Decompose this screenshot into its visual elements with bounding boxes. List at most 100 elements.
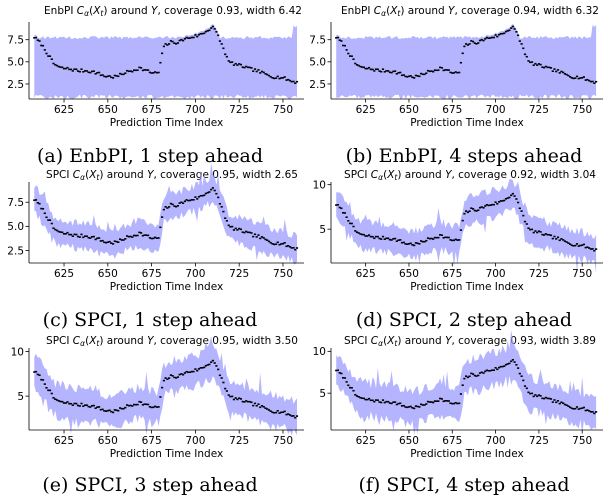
y-point	[281, 242, 285, 245]
y-point	[250, 232, 253, 234]
y-point	[110, 242, 113, 244]
y-point	[508, 196, 511, 199]
y-point	[446, 236, 449, 239]
y-point	[115, 75, 118, 77]
y-point	[71, 70, 74, 72]
y-point	[253, 68, 257, 70]
y-point	[197, 368, 200, 370]
y-point	[376, 235, 379, 238]
y-point	[175, 43, 178, 45]
y-point	[388, 71, 391, 74]
y-point	[99, 240, 102, 242]
y-points-a	[33, 25, 299, 84]
y-point	[288, 246, 292, 248]
y-point	[593, 82, 596, 84]
y-point	[117, 409, 120, 412]
y-point	[178, 39, 181, 42]
y-point	[499, 365, 502, 368]
y-point	[357, 64, 360, 67]
y-point	[556, 69, 560, 71]
y-point	[41, 379, 45, 381]
x-tick-label: 700	[486, 104, 506, 116]
y-point	[157, 406, 160, 408]
y-point	[267, 409, 271, 411]
y-point	[525, 387, 528, 390]
y-point	[478, 372, 482, 374]
y-point	[395, 240, 398, 242]
y-point	[586, 246, 589, 248]
y-point	[82, 71, 85, 73]
y-point	[89, 237, 92, 239]
y-point	[148, 237, 151, 239]
y-point	[155, 237, 158, 239]
y-point	[257, 69, 260, 71]
y-point	[482, 207, 485, 209]
y-point	[515, 31, 518, 33]
y-point	[551, 237, 554, 240]
y-point	[103, 241, 106, 244]
y-point	[264, 238, 267, 241]
y-point	[129, 404, 132, 407]
y-point	[276, 241, 279, 244]
y-point	[154, 236, 157, 239]
y-point	[364, 398, 367, 401]
y-point	[335, 369, 338, 372]
y-point	[259, 406, 262, 409]
y-point	[162, 208, 165, 211]
y-point	[285, 413, 288, 416]
y-point	[506, 363, 509, 365]
y-point	[140, 232, 143, 234]
y-point	[115, 409, 118, 412]
y-point	[168, 206, 171, 208]
y-point	[225, 55, 228, 58]
y-point	[570, 244, 573, 247]
y-point	[119, 407, 122, 409]
y-point	[418, 75, 421, 78]
x-tick-label: 675	[442, 104, 462, 116]
y-point	[558, 402, 561, 405]
y-point	[378, 401, 381, 403]
y-point	[180, 201, 183, 204]
y-point	[414, 242, 417, 244]
y-point	[380, 70, 383, 73]
y-point	[245, 400, 248, 402]
y-point	[525, 223, 528, 225]
y-point	[440, 234, 443, 236]
y-point	[126, 69, 129, 72]
y-point	[164, 43, 167, 45]
y-tick-label: 5	[319, 388, 326, 400]
y-point	[280, 243, 283, 245]
y-point	[352, 389, 355, 392]
y-point	[148, 71, 151, 74]
y-point	[131, 70, 134, 73]
y-point	[430, 401, 433, 403]
y-point	[143, 234, 146, 236]
y-point	[388, 238, 391, 241]
y-point	[426, 69, 430, 72]
y-point	[217, 368, 220, 371]
y-point	[259, 237, 262, 240]
caption-c: (c) SPCI, 1 step ahead	[43, 309, 258, 331]
y-point	[582, 406, 585, 409]
y-point	[454, 238, 457, 241]
y-point	[470, 372, 473, 375]
y-point	[425, 72, 428, 74]
y-point	[466, 44, 469, 46]
y-point	[560, 238, 563, 240]
y-point	[350, 55, 353, 57]
y-point	[411, 407, 414, 409]
y-point	[446, 400, 449, 402]
y-point	[459, 393, 462, 395]
y-point	[110, 76, 113, 79]
y-point	[182, 39, 185, 42]
y-point	[570, 77, 573, 79]
y-point	[40, 44, 43, 47]
y-point	[548, 397, 551, 400]
y-point	[428, 401, 431, 403]
y-point	[225, 220, 228, 222]
y-tick-label: 7.5	[7, 197, 24, 209]
y-point	[238, 63, 241, 65]
y-point	[452, 402, 456, 405]
x-tick-label: 725	[229, 268, 249, 280]
y-point	[239, 63, 242, 66]
